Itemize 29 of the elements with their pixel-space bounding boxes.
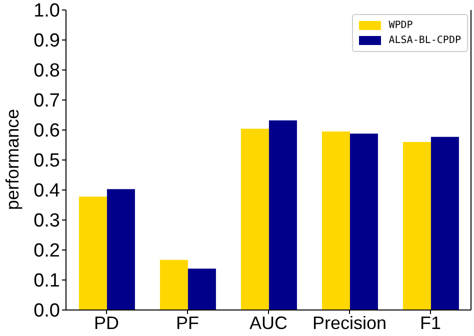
y-tick-label: 0.7 [34, 90, 60, 112]
legend-label: WPDP [388, 19, 413, 33]
bar [430, 136, 459, 310]
bar [106, 189, 135, 310]
x-tick-label: PF [176, 312, 200, 333]
y-tick-label: 0.3 [34, 210, 60, 232]
bar [402, 142, 431, 310]
x-tick-label: PD [94, 312, 120, 333]
y-axis-title: performance [2, 108, 22, 210]
legend-label: ALSA-BL-CPDP [388, 34, 461, 48]
y-tick-label: 1.0 [34, 0, 60, 22]
y-tick-label: 0.9 [34, 30, 60, 52]
bar [322, 132, 350, 310]
bar [268, 120, 297, 310]
bar [350, 134, 378, 310]
y-tick-label: 0.4 [34, 180, 60, 202]
x-tick-label: F1 [420, 312, 442, 333]
bar [78, 196, 107, 310]
bar [160, 260, 188, 310]
y-tick-label: 0.1 [34, 270, 60, 292]
bar [188, 268, 216, 310]
x-tick-label: Precision [312, 312, 387, 333]
y-tick-label: 0.5 [34, 150, 60, 172]
y-tick-label: 0.0 [34, 300, 60, 322]
y-tick-label: 0.8 [34, 60, 60, 82]
y-tick-label: 0.2 [34, 240, 60, 262]
x-tick-label: AUC [249, 312, 288, 333]
y-tick-label: 0.6 [34, 120, 60, 142]
bar [240, 128, 269, 310]
